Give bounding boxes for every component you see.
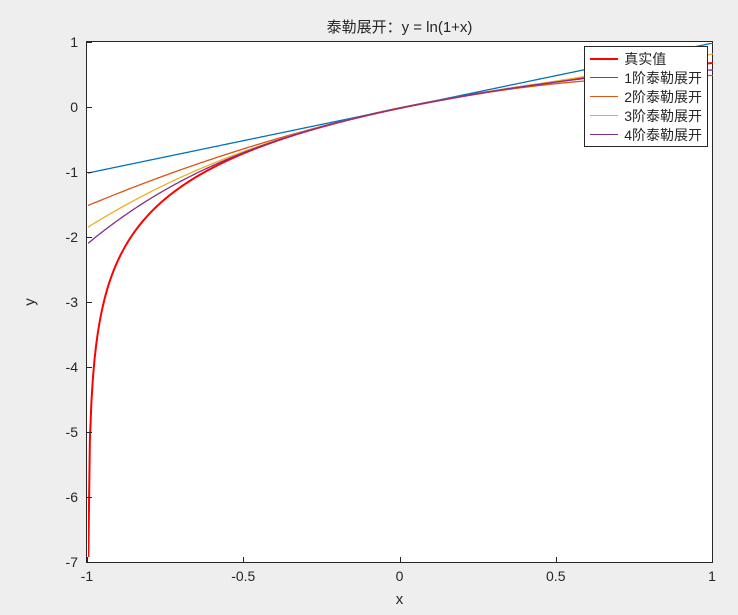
xtick-mark bbox=[400, 557, 401, 563]
legend-label: 4阶泰勒展开 bbox=[624, 125, 702, 145]
legend-swatch bbox=[590, 96, 618, 97]
legend-label: 1阶泰勒展开 bbox=[624, 68, 702, 88]
ytick-mark bbox=[86, 42, 92, 43]
legend-row-t3: 3阶泰勒展开 bbox=[590, 106, 702, 125]
xtick-label: -1 bbox=[81, 568, 93, 584]
ytick-mark bbox=[86, 497, 92, 498]
ytick-label: 0 bbox=[70, 99, 78, 115]
xtick-label: 1 bbox=[708, 568, 716, 584]
ytick-label: -5 bbox=[66, 424, 78, 440]
ytick-label: -1 bbox=[66, 164, 78, 180]
chart-title: 泰勒展开：y = ln(1+x) bbox=[86, 16, 713, 37]
ytick-mark bbox=[86, 432, 92, 433]
ytick-mark bbox=[86, 302, 92, 303]
plot-axes: 真实值1阶泰勒展开2阶泰勒展开3阶泰勒展开4阶泰勒展开 bbox=[86, 41, 713, 563]
legend-swatch bbox=[590, 115, 618, 116]
legend: 真实值1阶泰勒展开2阶泰勒展开3阶泰勒展开4阶泰勒展开 bbox=[584, 46, 708, 147]
figure: 真实值1阶泰勒展开2阶泰勒展开3阶泰勒展开4阶泰勒展开 泰勒展开：y = ln(… bbox=[0, 0, 738, 615]
ytick-mark bbox=[86, 107, 92, 108]
legend-swatch bbox=[590, 58, 618, 60]
legend-row-true: 真实值 bbox=[590, 49, 702, 68]
ytick-label: 1 bbox=[70, 34, 78, 50]
x-axis-label: x bbox=[86, 591, 713, 608]
xtick-mark bbox=[712, 557, 713, 563]
legend-swatch bbox=[590, 77, 618, 78]
xtick-mark bbox=[556, 557, 557, 563]
ytick-label: -2 bbox=[66, 229, 78, 245]
xtick-label: 0 bbox=[396, 568, 404, 584]
legend-label: 3阶泰勒展开 bbox=[624, 106, 702, 126]
xtick-label: 0.5 bbox=[546, 568, 565, 584]
ytick-label: -7 bbox=[66, 554, 78, 570]
ytick-label: -4 bbox=[66, 359, 78, 375]
legend-label: 2阶泰勒展开 bbox=[624, 87, 702, 107]
ytick-mark bbox=[86, 562, 92, 563]
xtick-mark bbox=[243, 557, 244, 563]
legend-label: 真实值 bbox=[624, 49, 666, 69]
legend-swatch bbox=[590, 134, 618, 135]
ytick-mark bbox=[86, 367, 92, 368]
legend-row-t2: 2阶泰勒展开 bbox=[590, 87, 702, 106]
legend-row-t1: 1阶泰勒展开 bbox=[590, 68, 702, 87]
xtick-label: -0.5 bbox=[231, 568, 255, 584]
legend-row-t4: 4阶泰勒展开 bbox=[590, 125, 702, 144]
ytick-mark bbox=[86, 172, 92, 173]
ytick-label: -6 bbox=[66, 489, 78, 505]
ytick-label: -3 bbox=[66, 294, 78, 310]
ytick-mark bbox=[86, 237, 92, 238]
y-axis-label: y bbox=[22, 298, 39, 306]
